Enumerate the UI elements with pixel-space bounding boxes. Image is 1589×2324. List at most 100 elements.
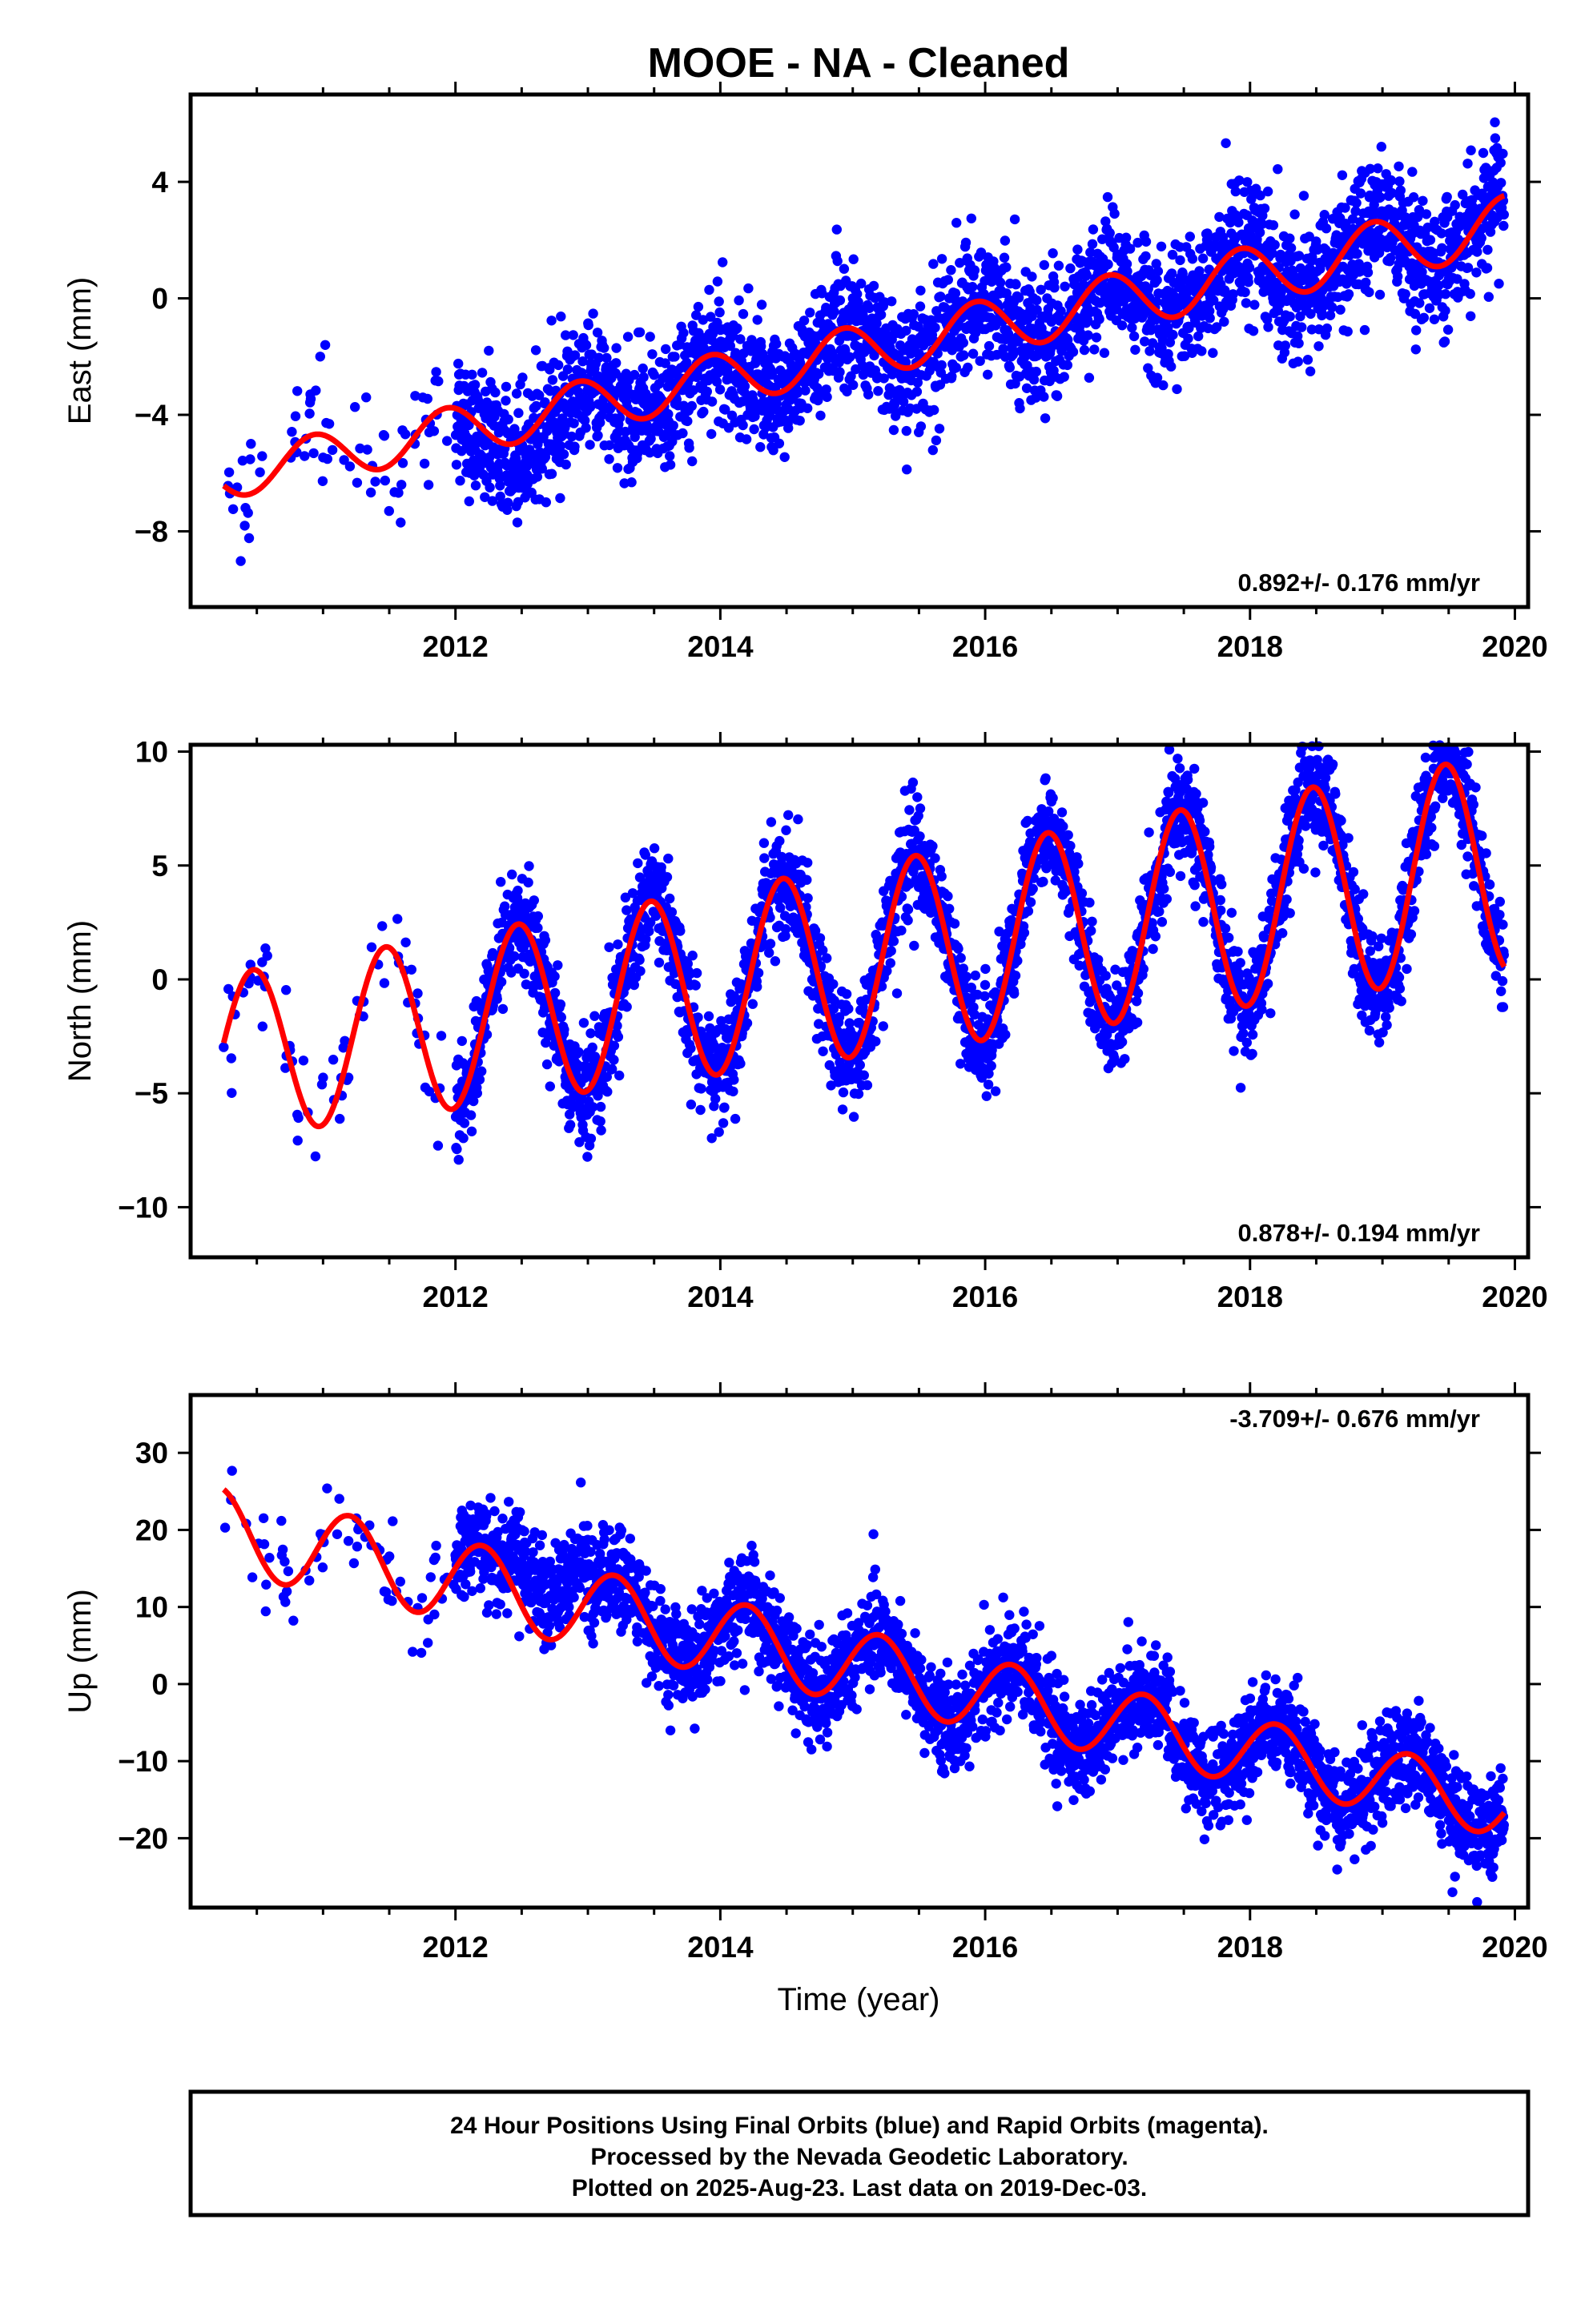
north-data-point <box>1076 888 1088 899</box>
east-data-point <box>1335 304 1346 315</box>
east-data-point <box>1321 223 1332 234</box>
north-data-point <box>955 953 966 963</box>
north-data-point <box>770 956 781 967</box>
north-data-point <box>891 988 903 999</box>
north-data-point <box>862 1080 873 1091</box>
east-data-point <box>1268 220 1279 231</box>
east-data-point <box>649 370 659 380</box>
east-data-point <box>1482 244 1493 255</box>
north-data-point <box>533 911 543 922</box>
east-data-point <box>583 320 593 331</box>
east-data-point <box>670 352 680 362</box>
north-data-point <box>675 926 686 936</box>
north-data-point <box>742 1018 753 1028</box>
east-data-point <box>915 285 926 296</box>
north-data-point <box>1116 1036 1128 1047</box>
north-data-point <box>553 960 563 971</box>
east-data-point <box>929 404 939 416</box>
east-data-point <box>712 276 723 287</box>
east-data-point <box>1228 289 1238 300</box>
east-data-point <box>1440 289 1451 300</box>
east-data-point <box>848 254 859 264</box>
east-data-point <box>1421 209 1432 219</box>
east-data-point <box>943 275 954 285</box>
east-data-point <box>485 482 495 493</box>
north-data-point <box>803 893 813 903</box>
north-data-point <box>377 921 388 931</box>
east-data-point <box>1466 311 1476 321</box>
east-data-point <box>513 408 524 418</box>
east-data-point <box>799 316 810 326</box>
east-data-point <box>1400 289 1410 300</box>
east-data-point <box>529 412 539 423</box>
north-data-point <box>281 985 292 995</box>
east-data-point <box>1285 312 1295 322</box>
east-data-point <box>678 428 688 439</box>
east-data-point <box>464 496 474 507</box>
east-data-point <box>562 364 573 375</box>
north-data-point <box>896 925 907 936</box>
east-data-point <box>756 341 766 352</box>
east-data-point <box>431 367 441 377</box>
east-data-point <box>888 424 899 436</box>
east-data-point <box>614 412 626 423</box>
east-data-point <box>771 339 782 349</box>
east-data-point <box>453 358 464 369</box>
north-data-point <box>1000 1029 1011 1040</box>
east-data-point <box>393 488 404 498</box>
north-data-point <box>257 1021 268 1031</box>
north-data-point <box>841 989 852 999</box>
east-data-point <box>455 476 465 486</box>
north-data-point <box>609 1040 620 1051</box>
east-data-point <box>931 435 942 446</box>
north-data-point <box>936 871 947 882</box>
east-data-point <box>1172 384 1182 395</box>
east-data-point <box>1091 332 1102 343</box>
east-data-point <box>718 257 728 267</box>
north-data-point <box>622 1002 632 1012</box>
east-data-point <box>800 385 811 396</box>
east-data-point <box>738 348 749 359</box>
north-data-point <box>944 903 955 915</box>
east-data-point <box>967 348 979 359</box>
east-data-point <box>1418 195 1428 206</box>
east-data-point <box>686 400 697 412</box>
east-data-point <box>963 362 973 373</box>
east-data-point <box>1153 266 1164 276</box>
east-data-point <box>1175 255 1185 266</box>
north-data-point <box>500 901 510 911</box>
north-data-point <box>1132 1017 1143 1027</box>
east-data-point <box>1355 188 1366 199</box>
north-data-point <box>565 1120 576 1130</box>
north-data-point <box>555 999 566 1010</box>
north-data-point <box>613 1031 624 1043</box>
east-data-point <box>698 406 709 417</box>
north-data-point <box>665 893 675 904</box>
east-data-point <box>1298 191 1309 201</box>
north-data-point <box>1019 927 1030 938</box>
north-data-point <box>1012 955 1023 966</box>
east-data-point <box>1410 344 1422 355</box>
east-data-point <box>1374 289 1386 300</box>
east-data-point <box>1439 336 1450 347</box>
north-data-point <box>1040 773 1051 783</box>
north-data-point <box>474 1074 485 1085</box>
east-data-point <box>915 421 927 432</box>
east-data-point <box>423 480 434 490</box>
north-data-point <box>927 841 938 851</box>
east-data-point <box>1039 392 1049 402</box>
north-data-point <box>686 1043 696 1054</box>
east-data-point <box>1083 330 1093 340</box>
east-data-point <box>1466 145 1476 155</box>
north-data-point <box>541 1059 553 1070</box>
north-data-point <box>533 923 543 933</box>
north-data-point <box>219 1042 229 1052</box>
east-data-point <box>223 467 235 477</box>
east-data-point <box>758 349 768 360</box>
east-data-point <box>755 442 766 452</box>
east-data-point <box>1285 233 1295 243</box>
east-data-point <box>592 328 603 338</box>
east-data-point <box>750 411 760 422</box>
east-data-point <box>487 496 497 506</box>
east-data-point <box>951 218 962 228</box>
